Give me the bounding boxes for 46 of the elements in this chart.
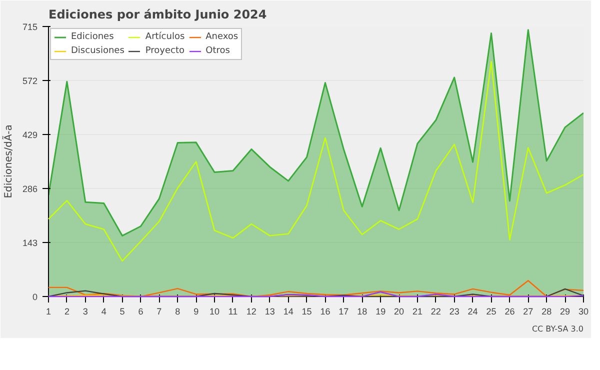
x-tick-label: 11 [228,306,238,316]
x-tick-label: 2 [64,306,70,316]
legend-label: Otros [206,46,230,56]
x-tick-label: 23 [449,306,460,316]
x-tick-label: 6 [138,306,144,316]
x-tick-label: 15 [302,306,312,316]
x-tick-label: 26 [504,306,515,316]
x-tick-label: 19 [376,306,386,316]
x-tick-label: 1 [46,306,52,316]
y-axis-title: Ediciones/dÃ-a [1,124,14,198]
legend-label: Anexos [206,32,238,42]
legend-label: Ediciones [71,32,114,42]
x-tick-label: 22 [430,306,441,316]
x-tick-label: 9 [194,306,199,316]
x-tick-label: 18 [357,306,368,316]
y-tick-label: 143 [22,238,38,248]
x-tick-label: 7 [156,306,162,316]
x-tick-label: 29 [560,306,570,316]
x-tick-label: 25 [486,306,496,316]
y-tick-label: 0 [32,292,38,302]
y-tick-label: 715 [22,22,38,32]
x-tick-label: 5 [120,306,125,316]
x-tick-label: 24 [468,306,478,316]
x-tick-label: 10 [210,306,220,316]
y-tick-label: 572 [22,76,38,86]
x-tick-label: 4 [101,306,106,316]
x-tick-label: 14 [283,306,294,316]
x-tick-label: 27 [523,306,534,316]
y-tick-label: 286 [22,184,38,194]
chart-title: Ediciones por ámbito Junio 2024 [48,8,267,22]
x-tick-label: 8 [175,306,180,316]
x-tick-label: 20 [394,306,404,316]
line-series [48,61,584,262]
x-tick-label: 3 [82,306,88,316]
legend-label: Proyecto [145,46,185,56]
x-tick-label: 28 [542,306,552,316]
legend-label: Artículos [145,32,185,42]
x-tick-label: 21 [412,306,422,316]
x-tick-label: 16 [320,306,330,316]
legend-label: Discusiones [71,46,124,56]
y-tick-label: 429 [22,130,38,140]
text: CC BY-SA 3.0 [532,324,584,334]
x-tick-label: 13 [264,306,275,316]
x-tick-label: 12 [246,306,256,316]
x-tick-label: 30 [578,306,589,316]
x-tick-label: 17 [338,306,349,316]
